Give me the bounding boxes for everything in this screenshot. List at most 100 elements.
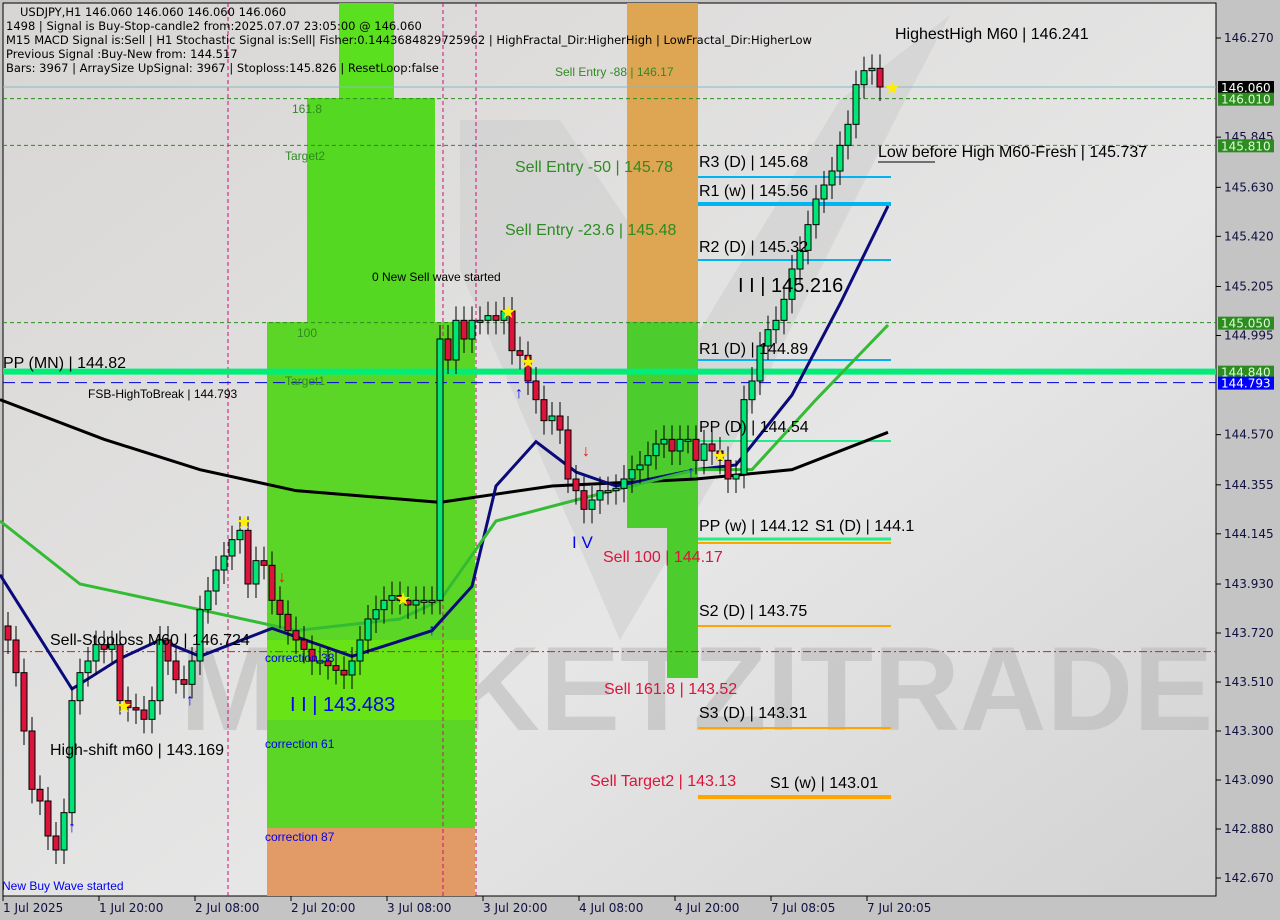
- candle-body: [796, 249, 804, 270]
- candle: [364, 604, 372, 654]
- candle: [716, 436, 724, 475]
- candle: [708, 429, 716, 465]
- candle: [484, 301, 492, 335]
- r2-d-label: R2 (D) | 145.32: [699, 239, 808, 256]
- y-tick-label: 144.355: [1224, 478, 1274, 492]
- star-icon: ★: [500, 302, 516, 322]
- candle-body: [244, 529, 252, 585]
- star-icon: ★: [520, 352, 536, 372]
- price-tag-label: 145.050: [1221, 317, 1271, 331]
- candle: [268, 551, 276, 615]
- candle: [140, 695, 148, 734]
- candle-body: [644, 455, 652, 466]
- candle-body: [724, 459, 732, 480]
- x-tick-label: 7 Jul 08:05: [771, 901, 835, 915]
- candles: [4, 54, 884, 864]
- candle: [740, 385, 748, 489]
- s1-d-label: S1 (D) | 144.1: [815, 518, 914, 535]
- candle: [348, 646, 356, 689]
- zone-green-upper: [307, 98, 435, 324]
- y-tick-label: 143.300: [1224, 724, 1274, 738]
- candle: [252, 546, 260, 598]
- candle: [372, 595, 380, 633]
- y-tick-label: 142.670: [1224, 871, 1274, 885]
- candle-body: [756, 345, 764, 382]
- candle: [388, 581, 396, 615]
- chart-labels: HighestHigh M60 | 146.241 Low before Hig…: [2, 26, 1147, 893]
- candle-body: [276, 599, 284, 615]
- candle-body: [116, 644, 124, 702]
- candle: [756, 331, 764, 395]
- candle: [540, 385, 548, 435]
- candle-body: [76, 672, 84, 702]
- candle: [4, 611, 12, 654]
- candle: [860, 56, 868, 99]
- zone-lime: [267, 640, 475, 720]
- y-tick-label: 143.510: [1224, 675, 1274, 689]
- candle: [468, 306, 476, 353]
- x-tick-label: 4 Jul 08:00: [579, 901, 643, 915]
- sell-stoploss-label: Sell-Stoploss M60 | 146.724: [50, 632, 250, 649]
- correction-87-label: correction 87: [265, 830, 335, 844]
- candle: [124, 686, 132, 722]
- candle: [636, 450, 644, 484]
- candle: [412, 586, 420, 619]
- candle: [428, 586, 436, 615]
- candle: [668, 425, 676, 465]
- candle-body: [820, 184, 828, 200]
- candle: [604, 476, 612, 505]
- sell-100-label: Sell 100 | 144.17: [603, 549, 723, 566]
- candle: [780, 285, 788, 335]
- sell-entry-23-label: Sell Entry -23.6 | 145.48: [505, 222, 676, 239]
- candle: [180, 665, 188, 699]
- candle-body: [12, 639, 20, 674]
- new-buy-wave-label: New Buy Wave started: [2, 879, 124, 893]
- candle-body: [36, 788, 44, 802]
- candle-body: [780, 298, 788, 321]
- candle-body: [500, 310, 508, 321]
- y-tick-label: 144.145: [1224, 527, 1274, 541]
- header-signal: 1498 | Signal is Buy-Stop-candle2 from:2…: [6, 19, 422, 33]
- candle: [60, 798, 68, 864]
- price-tag-label: 146.060: [1221, 81, 1271, 95]
- y-tick-label: 143.090: [1224, 773, 1274, 787]
- candle: [76, 658, 84, 715]
- candle-body: [844, 123, 852, 146]
- candle-body: [588, 499, 596, 510]
- candle-body: [300, 639, 308, 650]
- price-tag: [1218, 376, 1274, 390]
- arrow-down-icon: ↓: [582, 443, 590, 460]
- arrow-up-icon: ↑: [428, 622, 436, 639]
- price-tag-label: 145.810: [1221, 139, 1271, 153]
- candle: [516, 336, 524, 370]
- sell-entry-50-label: Sell Entry -50 | 145.78: [515, 159, 673, 176]
- price-tag-label: 146.010: [1221, 93, 1271, 107]
- sell-161-label: Sell 161.8 | 143.52: [604, 681, 737, 698]
- candle: [820, 170, 828, 213]
- candle: [420, 586, 428, 615]
- y-tick-label: 144.570: [1224, 428, 1274, 442]
- candle-body: [668, 438, 676, 452]
- candle: [596, 476, 604, 514]
- correction-61-label: correction 61: [265, 737, 335, 751]
- candle: [116, 630, 124, 715]
- candle-body: [444, 338, 452, 361]
- candle-body: [268, 564, 276, 601]
- candle-body: [356, 639, 364, 662]
- time-axis[interactable]: 1 Jul 2025 1 Jul 20:00 2 Jul 08:00 2 Jul 20…: [2, 896, 931, 915]
- target1-label: Target1: [285, 374, 325, 388]
- candle: [68, 686, 76, 827]
- candle: [828, 156, 836, 199]
- price-tag: [1218, 365, 1274, 379]
- zone-green-top: [339, 3, 394, 99]
- r3-d-label: R3 (D) | 145.68: [699, 154, 808, 171]
- candle: [788, 254, 796, 314]
- candle-body: [740, 399, 748, 475]
- price-axis[interactable]: 146.270145.845145.630145.420145.205144.9…: [1216, 31, 1274, 885]
- candle: [876, 54, 884, 101]
- candle: [460, 306, 468, 353]
- candle-body: [364, 618, 372, 641]
- horizontal-levels: [3, 86, 1216, 653]
- candle-body: [564, 429, 572, 480]
